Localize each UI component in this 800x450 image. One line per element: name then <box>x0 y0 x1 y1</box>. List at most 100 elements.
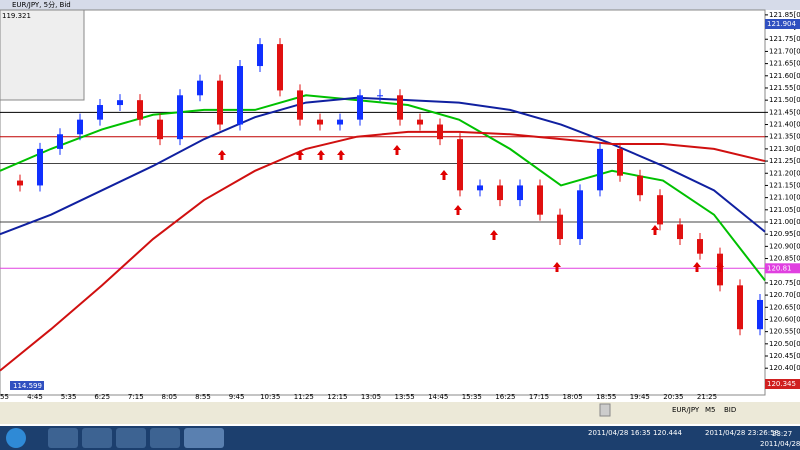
signal-arrow <box>317 150 325 160</box>
start-button[interactable] <box>6 428 26 448</box>
y-tick-label: 121.40[0] <box>769 121 800 129</box>
moving-average <box>0 96 766 236</box>
y-tick-label: 121.30[0] <box>769 145 800 153</box>
candle <box>237 66 243 125</box>
signal-arrow <box>218 150 226 160</box>
candle <box>397 95 403 120</box>
candle <box>577 190 583 240</box>
candle <box>277 44 283 91</box>
candle <box>117 100 123 106</box>
candle <box>637 175 643 196</box>
candle <box>157 119 163 140</box>
task-app[interactable] <box>150 428 180 448</box>
y-tick-label: 121.70[0] <box>769 47 800 55</box>
task-folder[interactable] <box>48 428 78 448</box>
candle <box>357 95 363 120</box>
candle <box>477 185 483 191</box>
time-label: 11:25 <box>294 393 314 401</box>
y-tick-label: 121.50[0] <box>769 96 800 104</box>
candle <box>37 148 43 186</box>
price-tag <box>765 379 800 389</box>
time-label: 13:05 <box>361 393 381 401</box>
candle <box>697 239 703 254</box>
candle <box>597 148 603 191</box>
time-label: 8:05 <box>162 393 178 401</box>
side[interactable]: BID <box>724 406 736 414</box>
signal-arrow <box>296 150 304 160</box>
left-tag <box>10 381 44 390</box>
y-tick-label: 120.60[0] <box>769 315 800 323</box>
candle <box>257 44 263 67</box>
y-tick-label: 121.20[0] <box>769 169 800 177</box>
candle <box>57 134 63 149</box>
task-browser[interactable] <box>82 428 112 448</box>
time-label: 13:55 <box>395 393 415 401</box>
time-label: 5:35 <box>61 393 77 401</box>
y-tick-label: 121.60[0] <box>769 72 800 80</box>
time-label: 6:25 <box>94 393 110 401</box>
y-tick-label: 121.85[0] <box>769 11 800 19</box>
y-tick-label: 121.05[0] <box>769 206 800 214</box>
candle <box>677 224 683 240</box>
y-tick-label: 120.75[0] <box>769 279 800 287</box>
y-tick-label: 120.90[0] <box>769 242 800 250</box>
price-tag-label: 120.345 <box>767 380 796 388</box>
candle <box>77 119 83 135</box>
time-label: 17:15 <box>529 393 549 401</box>
y-tick-label: 121.15[0] <box>769 181 800 189</box>
candle <box>377 95 383 97</box>
time-label: 16:25 <box>495 393 515 401</box>
candle <box>497 185 503 201</box>
signal-arrow <box>693 262 701 272</box>
signal-arrow <box>393 145 401 155</box>
time-label: 21:25 <box>697 393 717 401</box>
candle <box>457 139 463 191</box>
candle <box>217 80 223 125</box>
y-tick-label: 120.70[0] <box>769 291 800 299</box>
time-label: 14:45 <box>428 393 448 401</box>
task-chart[interactable] <box>184 428 224 448</box>
task-explorer[interactable] <box>116 428 146 448</box>
y-tick-label: 121.55[0] <box>769 84 800 92</box>
date: 2011/04/28 <box>760 440 800 448</box>
y-tick-label: 121.10[0] <box>769 194 800 202</box>
candle <box>17 180 23 186</box>
candle <box>317 119 323 125</box>
time-label: 18:55 <box>596 393 616 401</box>
moving-average <box>0 130 766 372</box>
candle <box>337 119 343 125</box>
time-label: 15:35 <box>462 393 482 401</box>
candle <box>417 119 423 125</box>
candle <box>97 105 103 120</box>
price-tag <box>765 263 800 274</box>
y-tick-label: 120.55[0] <box>769 328 800 336</box>
server-time: 2011/04/28 23:26:58 <box>705 429 779 437</box>
time-label: 18:05 <box>563 393 583 401</box>
y-tick-label: 120.95[0] <box>769 230 800 238</box>
candle <box>737 285 743 330</box>
time-label: 19:45 <box>630 393 650 401</box>
time-label: 12:15 <box>327 393 347 401</box>
signal-arrow <box>651 225 659 235</box>
symbol[interactable]: EUR/JPY <box>672 406 700 414</box>
candle <box>297 90 303 120</box>
time-label: 10:35 <box>260 393 280 401</box>
y-tick-label: 121.75[0] <box>769 35 800 43</box>
price-tag <box>765 19 800 29</box>
y-tick-label: 121.45[0] <box>769 108 800 116</box>
candle <box>177 95 183 140</box>
signal-arrow <box>553 262 561 272</box>
signal-arrow <box>716 262 724 272</box>
signal-arrow <box>490 230 498 240</box>
candle <box>757 299 763 330</box>
y-tick-label: 120.50[0] <box>769 340 800 348</box>
y-tick-label: 121.00[0] <box>769 218 800 226</box>
clock: 23:27 <box>772 430 792 438</box>
time-label: 9:45 <box>229 393 245 401</box>
period[interactable]: M5 <box>705 406 716 414</box>
scroll-button[interactable] <box>599 403 611 417</box>
signal-arrow <box>454 205 462 215</box>
candle <box>437 124 443 140</box>
y-tick-label: 121.35[0] <box>769 133 800 141</box>
